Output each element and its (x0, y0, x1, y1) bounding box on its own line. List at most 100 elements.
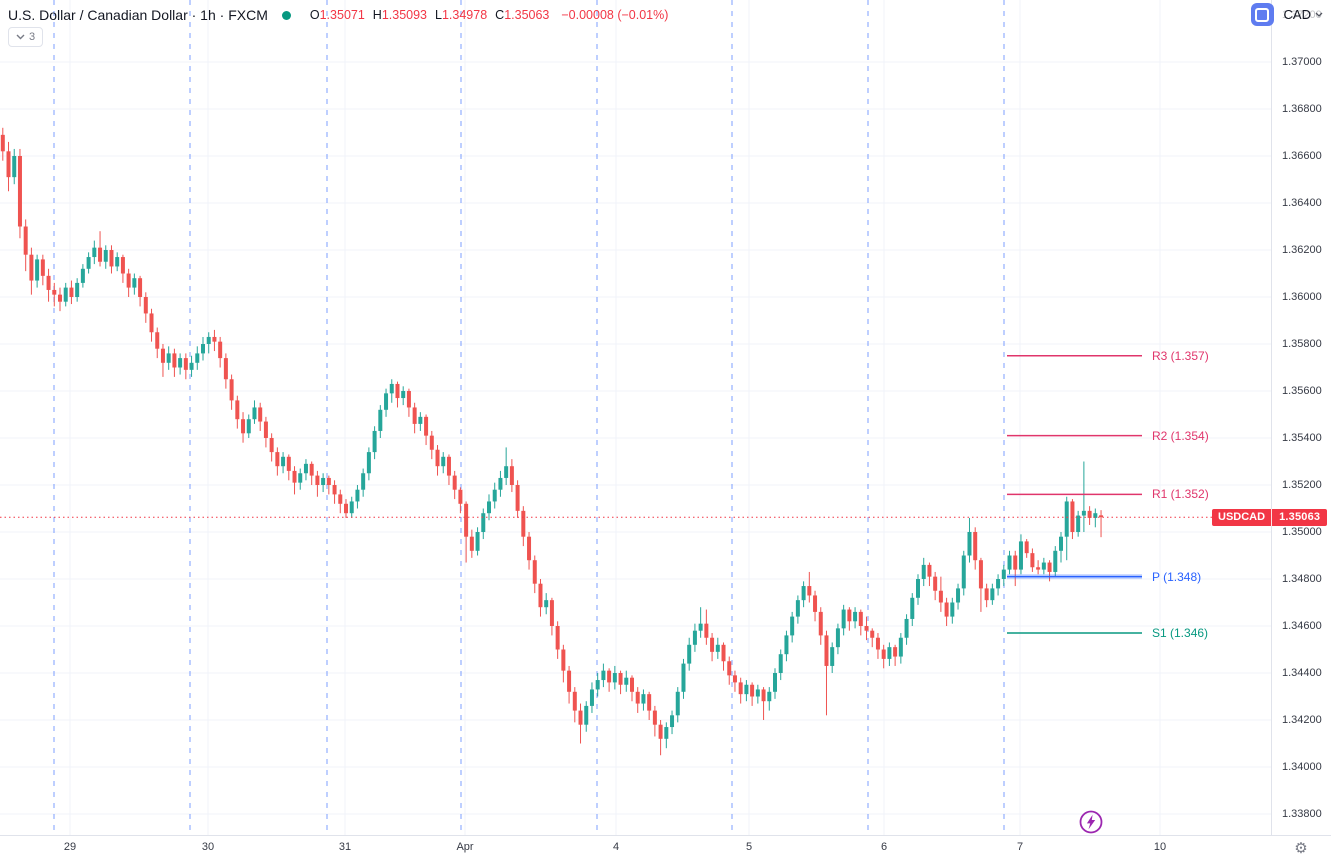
candle-body (944, 602, 949, 617)
candle-body (544, 600, 549, 608)
legend-collapse-button[interactable]: 3 (8, 27, 44, 47)
candle-body (898, 637, 903, 657)
candle-body (910, 597, 915, 619)
candle (721, 642, 726, 671)
candle (446, 454, 451, 485)
candle-body (778, 654, 783, 673)
candle (263, 416, 268, 448)
candle (761, 687, 766, 720)
candle-body (1064, 501, 1069, 537)
pivot-label-1[interactable]: R3 (1.357) (1152, 348, 1209, 363)
candle (275, 447, 280, 476)
currency-dropdown[interactable]: CAD (1284, 7, 1323, 22)
currency-label: CAD (1283, 7, 1311, 22)
candle (103, 245, 108, 269)
chart-canvas[interactable] (0, 0, 1271, 835)
candle (109, 245, 114, 274)
topbar-right: CAD (1250, 3, 1323, 26)
pivot-label-3[interactable]: R1 (1.352) (1152, 487, 1209, 502)
candle-body (996, 579, 1001, 589)
time-axis[interactable]: 29 30 31 Apr 4 5 6 7 10 (0, 835, 1331, 859)
candle-body (881, 649, 886, 659)
price-axis-tick: 1.34800 (1282, 573, 1322, 585)
candle (469, 529, 474, 558)
candle-body (612, 673, 617, 683)
candle-body (738, 682, 743, 695)
candle-body (172, 353, 177, 368)
price-axis-tick: 1.36400 (1282, 197, 1322, 209)
chevron-down-icon (1315, 12, 1323, 17)
candle (1001, 564, 1006, 587)
candle (750, 682, 755, 706)
candle-body (589, 689, 594, 706)
candle-body (818, 611, 823, 636)
candle-body (647, 694, 652, 711)
candle (172, 348, 177, 377)
candle-body (704, 623, 709, 638)
candle (813, 590, 818, 622)
market-status-icon[interactable] (281, 10, 291, 20)
candle (578, 703, 583, 744)
candle-body (246, 419, 251, 434)
candle (681, 658, 686, 699)
candle-body (12, 156, 17, 178)
candle (944, 597, 949, 626)
price-axis-tick: 1.34200 (1282, 714, 1322, 726)
candle (366, 447, 371, 481)
gear-icon[interactable]: ⚙ (1294, 839, 1308, 857)
time-axis-label: 31 (338, 841, 352, 853)
candle-body (1047, 562, 1052, 572)
candle-body (120, 257, 125, 274)
snapshot-icon[interactable] (1250, 3, 1274, 26)
candle (933, 571, 938, 601)
candle-body (418, 416, 423, 424)
candle (344, 499, 348, 518)
candle-body (549, 600, 554, 626)
candle (6, 141, 11, 192)
candle-body (92, 247, 97, 258)
candle (1099, 510, 1104, 538)
candle-body (1007, 555, 1012, 570)
pivot-label-4[interactable]: P (1.348) (1152, 569, 1202, 584)
candle-body (429, 435, 434, 450)
candle (687, 637, 692, 671)
candle (452, 470, 457, 500)
candle-body (201, 344, 205, 354)
pivot-label-2[interactable]: R2 (1.354) (1152, 428, 1209, 443)
price-axis-tick: 1.35200 (1282, 479, 1322, 491)
high-label: H (372, 8, 382, 22)
candle (178, 353, 183, 375)
candle (561, 644, 566, 683)
candle-body (938, 590, 943, 603)
time-axis-label: 7 (1016, 841, 1024, 853)
candle (652, 705, 657, 737)
candle (527, 532, 532, 570)
price-axis[interactable]: 1.37200 1.37000 1.36800 1.36600 1.36400 1.36… (1271, 0, 1331, 835)
candle (195, 346, 200, 370)
candle-body (1030, 553, 1035, 568)
symbol-title[interactable]: U.S. Dollar / Canadian Dollar · 1h · FXC… (8, 7, 268, 23)
candle (1047, 560, 1052, 582)
candle-body (1036, 567, 1041, 570)
candle-body (858, 611, 863, 626)
candle-body (464, 503, 469, 537)
candle (738, 677, 743, 704)
candle-body (138, 278, 143, 297)
pivot-label-5[interactable]: S1 (1.346) (1152, 626, 1209, 641)
candle (1013, 550, 1018, 587)
candle-body (715, 644, 720, 652)
candle (675, 687, 680, 723)
candle-body (40, 259, 45, 276)
candle (281, 452, 286, 474)
candle-body (0, 134, 5, 152)
candle (401, 386, 406, 406)
lightning-bolt-icon[interactable] (1078, 809, 1104, 835)
candle (904, 614, 909, 645)
candle (658, 720, 663, 756)
candle-body (887, 647, 892, 659)
candle-body (555, 626, 560, 650)
candle-body (1093, 513, 1098, 518)
candle (429, 430, 434, 460)
candle-body (115, 257, 120, 267)
candle (406, 388, 411, 417)
